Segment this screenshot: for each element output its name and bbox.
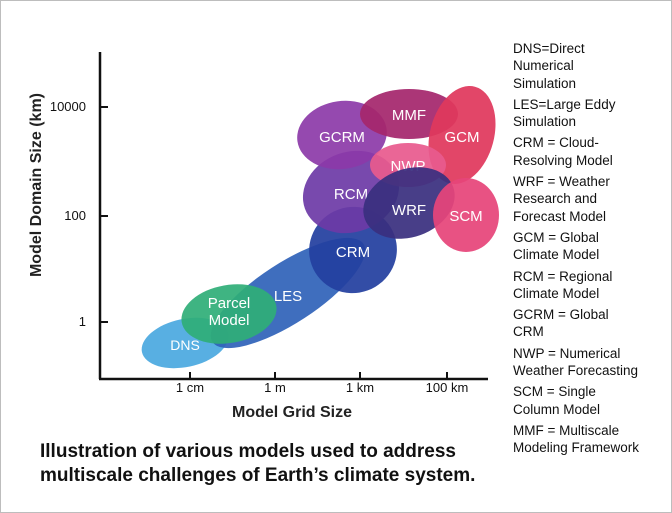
crm-label: CRM <box>336 244 370 261</box>
legend-entry: RCM = Regional Climate Model <box>513 268 663 303</box>
x-tick-label: 1 km <box>345 380 375 395</box>
model-gcm: GCM <box>428 85 496 185</box>
legend-entry-text: LES=Large Eddy <box>513 96 616 112</box>
y-tick-label: 1 <box>78 314 86 329</box>
legend-entry: GCRM = Global CRM <box>513 306 663 341</box>
dns-label: DNS <box>170 337 200 353</box>
legend-entry-text: RCM = Regional <box>513 268 613 284</box>
legend-entry-text: CRM = Cloud- <box>513 135 599 151</box>
legend-entry-text: Resolving Model <box>513 152 613 168</box>
wrf-label: WRF <box>392 202 426 219</box>
x-tick-label: 100 km <box>425 380 469 395</box>
legend-entry: LES=Large Eddy Simulation <box>513 96 663 131</box>
mmf-label: MMF <box>392 107 426 124</box>
legend-entry-text: Simulation <box>513 75 577 91</box>
abbreviation-legend: DNS=Direct Numerical Simulation LES=Large E… <box>513 40 663 461</box>
x-tick-label: 1 cm <box>175 380 205 395</box>
legend-entry: DNS=Direct Numerical Simulation <box>513 40 663 92</box>
legend-entry: NWP = Numerical Weather Forecasting <box>513 345 663 380</box>
y-tick-label: 10000 <box>49 99 86 114</box>
gcrm-label: GCRM <box>319 129 365 146</box>
model-wrf: WRF <box>363 167 455 239</box>
legend-entry-text: DNS=Direct <box>513 41 585 56</box>
gcm-label: GCM <box>445 129 480 146</box>
legend-entry-text: Modeling Framework <box>513 440 640 456</box>
caption-line: multiscale challenges of Earth’s climate… <box>40 465 476 486</box>
legend-entry-text: Weather Forecasting <box>513 363 639 379</box>
legend-entry-text: Numerical <box>513 58 574 74</box>
legend-entry-text: Simulation <box>513 114 577 130</box>
parcel-label: Model <box>209 312 250 329</box>
legend-entry-text: Forecast Model <box>513 208 607 224</box>
legend-entry-text: GCM = Global <box>513 229 599 245</box>
x-axis-title: Model Grid Size <box>231 404 352 421</box>
parcel-label: Parcel <box>208 295 251 312</box>
scm-label: SCM <box>449 208 482 225</box>
wrf-ellipse <box>363 167 455 239</box>
legend-entry-text: Column Model <box>513 401 601 417</box>
les-label: LES <box>274 288 302 305</box>
legend-entry: WRF = Weather Research and Forecast Model <box>513 173 663 225</box>
legend-entry-text: NWP = Numerical <box>513 345 621 361</box>
legend-entry-text: MMF = Multiscale <box>513 422 620 438</box>
legend-entry: MMF = Multiscale Modeling Framework <box>513 422 663 457</box>
legend-entry: CRM = Cloud- Resolving Model <box>513 134 663 169</box>
scm-ellipse <box>433 178 499 252</box>
figure-caption: Illustration of various models used to a… <box>40 440 520 488</box>
y-axis-title: Model Domain Size (km) <box>28 92 45 278</box>
legend-entry: SCM = Single Column Model <box>513 383 663 418</box>
model-scm: SCM <box>433 178 499 252</box>
legend-entry: GCM = Global Climate Model <box>513 229 663 264</box>
gcm-ellipse <box>428 85 496 185</box>
legend-entry-text: CRM <box>513 324 544 340</box>
legend-entry-text: WRF = Weather <box>513 174 610 190</box>
legend-entry-text: GCRM = Global <box>513 307 609 323</box>
caption-line: Illustration of various models used to a… <box>40 441 456 462</box>
x-tick-label: 1 m <box>264 380 286 395</box>
legend-entry-text: Climate Model <box>513 285 600 301</box>
legend-entry-text: Research and <box>513 191 598 207</box>
rcm-label: RCM <box>334 186 368 203</box>
legend-entry-text: SCM = Single <box>513 384 596 400</box>
parcel-ellipse <box>181 284 277 344</box>
legend-entry-text: Climate Model <box>513 247 600 263</box>
y-tick-label: 100 <box>64 208 86 223</box>
